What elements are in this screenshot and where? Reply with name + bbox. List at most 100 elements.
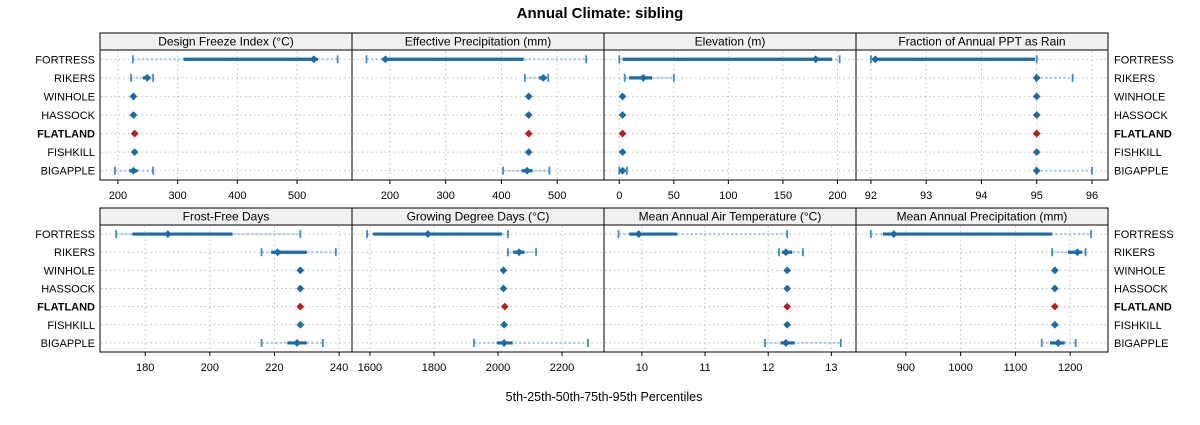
x-tick-label: 1100 bbox=[1004, 362, 1028, 374]
series-fishkill bbox=[618, 148, 627, 157]
x-tick-label: 400 bbox=[492, 190, 510, 202]
median-marker bbox=[634, 230, 643, 238]
site-label-left-fortress: FORTRESS bbox=[35, 229, 95, 241]
series-winhole bbox=[618, 92, 627, 101]
series-winhole bbox=[1032, 92, 1041, 101]
median-marker bbox=[523, 166, 531, 175]
panel-title: Mean Annual Air Temperature (°C) bbox=[639, 210, 822, 224]
median-marker bbox=[524, 111, 533, 119]
site-label-right-fortress: FORTRESS bbox=[1114, 229, 1174, 241]
median-marker bbox=[423, 230, 432, 238]
site-label-left-rikers: RIKERS bbox=[54, 247, 95, 259]
x-tick-label: 300 bbox=[168, 190, 186, 202]
x-tick-label: 1600 bbox=[358, 362, 382, 374]
median-marker bbox=[639, 73, 648, 82]
median-marker bbox=[871, 55, 880, 64]
median-marker bbox=[783, 320, 792, 329]
x-tick-label: 94 bbox=[975, 190, 987, 202]
series-fishkill bbox=[130, 148, 139, 157]
site-label-right-fishkill: FISHKILL bbox=[1114, 320, 1162, 332]
x-tick-label: 200 bbox=[381, 190, 399, 202]
median-marker bbox=[499, 284, 508, 293]
panel-title: Growing Degree Days (°C) bbox=[407, 210, 550, 224]
median-marker bbox=[783, 284, 792, 293]
median-marker bbox=[618, 148, 627, 157]
median-marker bbox=[293, 339, 301, 347]
site-label-left-flatland: FLATLAND bbox=[37, 302, 95, 314]
series-bigapple bbox=[1040, 338, 1077, 347]
series-flatland bbox=[500, 302, 509, 311]
x-tick-label: 200 bbox=[201, 362, 219, 374]
x-tick-label: 1800 bbox=[422, 362, 446, 374]
series-winhole bbox=[499, 266, 508, 275]
series-flatland bbox=[1032, 129, 1041, 138]
series-flatland bbox=[524, 129, 533, 138]
x-tick-label: 900 bbox=[897, 362, 915, 374]
site-label-right-bigapple: BIGAPPLE bbox=[1114, 338, 1168, 350]
median-marker bbox=[783, 266, 792, 275]
panel-elevation-m: Elevation (m) 0 50 100 150 200 bbox=[603, 32, 857, 202]
series-flatland bbox=[783, 302, 792, 311]
series-flatland bbox=[296, 302, 305, 311]
series-flatland bbox=[1050, 302, 1059, 311]
site-label-right-bigapple: BIGAPPLE bbox=[1114, 166, 1168, 178]
series-fortress bbox=[366, 230, 509, 239]
panel-title: Design Freeze Index (°C) bbox=[158, 35, 294, 49]
series-winhole bbox=[783, 266, 792, 275]
site-label-left-hassock: HASSOCK bbox=[41, 110, 95, 122]
median-marker bbox=[130, 148, 139, 157]
x-tick-label: 1000 bbox=[948, 362, 972, 374]
panel-title: Fraction of Annual PPT as Rain bbox=[898, 35, 1065, 49]
series-fortress bbox=[115, 230, 302, 239]
median-marker bbox=[296, 266, 305, 275]
panel-title: Effective Precipitation (mm) bbox=[405, 35, 552, 49]
series-hassock bbox=[618, 111, 627, 119]
x-tick-label: 96 bbox=[1086, 190, 1098, 202]
median-marker bbox=[143, 73, 152, 82]
site-label-right-rikers: RIKERS bbox=[1114, 73, 1155, 85]
site-label-right-winhole: WINHOLE bbox=[1114, 91, 1165, 103]
median-marker bbox=[1032, 92, 1041, 101]
x-tick-label: 50 bbox=[668, 190, 680, 202]
site-label-right-winhole: WINHOLE bbox=[1114, 265, 1165, 277]
median-marker bbox=[1032, 148, 1041, 157]
series-bigapple bbox=[260, 338, 324, 347]
median-marker bbox=[129, 166, 138, 175]
median-marker bbox=[1054, 339, 1063, 347]
median-marker-highlight bbox=[500, 302, 509, 311]
site-label-left-flatland: FLATLAND bbox=[37, 129, 95, 141]
median-marker bbox=[524, 92, 533, 101]
x-tick-label: 300 bbox=[436, 190, 454, 202]
series-hassock bbox=[1050, 284, 1059, 293]
panel-mean-annual-air-temperature-c: Mean Annual Air Temperature (°C) 10 11 12 13 bbox=[603, 207, 857, 374]
x-tick-label: 11 bbox=[699, 362, 710, 374]
median-marker bbox=[539, 73, 548, 82]
series-bigapple bbox=[764, 338, 842, 347]
series-bigapple bbox=[473, 338, 589, 347]
x-tick-label: 100 bbox=[719, 190, 737, 202]
series-rikers bbox=[130, 73, 155, 82]
series-bigapple bbox=[502, 166, 551, 175]
median-marker bbox=[296, 320, 305, 329]
series-fortress bbox=[870, 55, 1038, 64]
site-label-left-bigapple: BIGAPPLE bbox=[41, 338, 95, 350]
series-winhole bbox=[296, 266, 305, 275]
series-fishkill bbox=[500, 320, 508, 329]
median-marker bbox=[296, 284, 305, 293]
series-rikers bbox=[778, 248, 804, 257]
median-marker-highlight bbox=[1050, 302, 1059, 311]
series-flatland bbox=[618, 129, 627, 138]
series-fortress bbox=[869, 230, 1092, 239]
x-tick-label: 92 bbox=[865, 190, 877, 202]
series-winhole bbox=[1050, 266, 1059, 275]
median-marker bbox=[500, 339, 508, 347]
panel-frost-free-days: Frost-Free Days 180 200 220 240 bbox=[99, 207, 353, 374]
x-tick-label: 13 bbox=[825, 362, 837, 374]
x-tick-label: 93 bbox=[920, 190, 932, 202]
site-label-left-winhole: WINHOLE bbox=[44, 265, 95, 277]
x-tick-label: 500 bbox=[548, 190, 566, 202]
median-marker bbox=[1050, 320, 1059, 329]
series-winhole bbox=[129, 92, 138, 101]
figure-title: Annual Climate: sibling bbox=[516, 5, 684, 22]
